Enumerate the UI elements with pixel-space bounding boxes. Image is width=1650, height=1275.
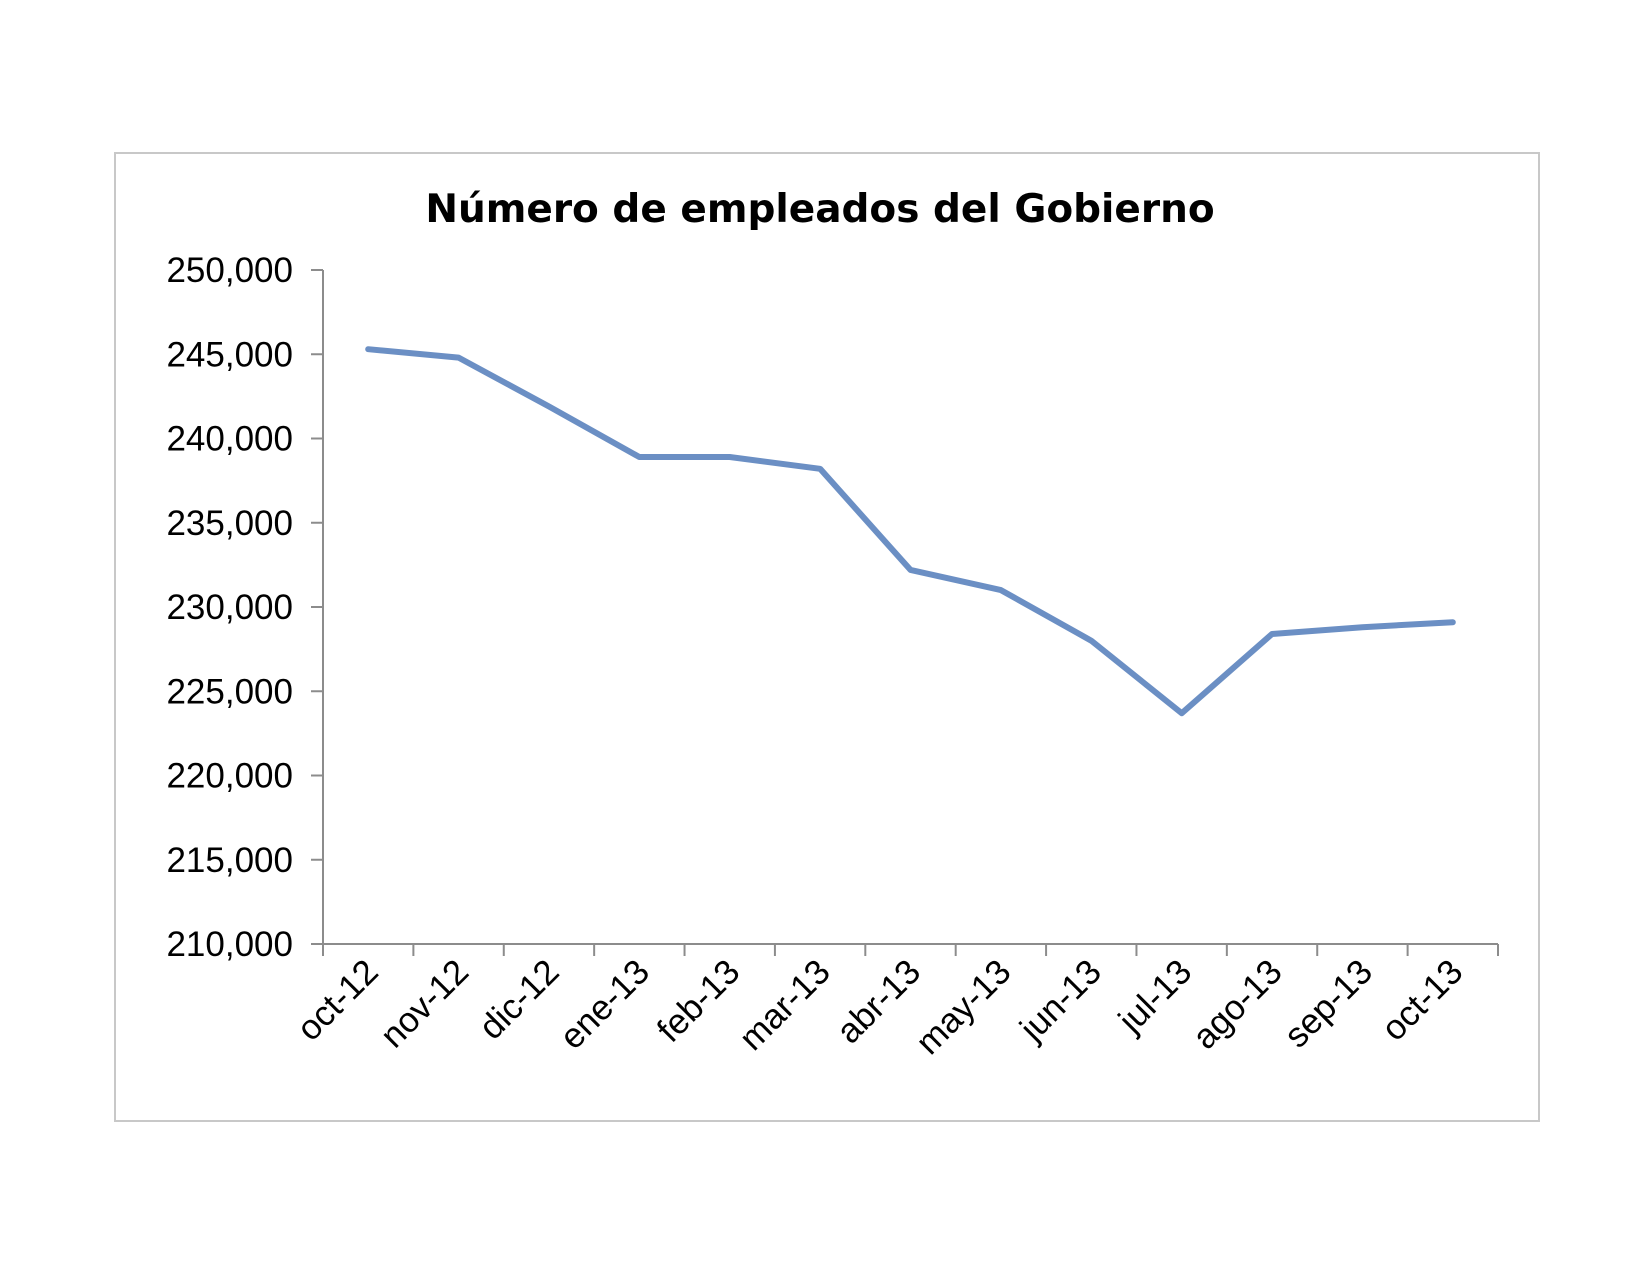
series-line: [365, 346, 1456, 717]
x-tick-label: ago-13: [1185, 952, 1290, 1057]
y-tick-label: 215,000: [166, 841, 293, 880]
x-tick-label: nov-12: [373, 952, 476, 1055]
x-tick-label: dic-12: [472, 952, 567, 1047]
y-tick-label: 230,000: [166, 588, 293, 627]
x-tick-label: feb-13: [650, 952, 748, 1050]
x-tick-label: oct-12: [289, 952, 385, 1048]
x-axis-ticks: oct-12nov-12dic-12ene-13feb-13mar-13abr-…: [289, 944, 1499, 1062]
y-tick-label: 220,000: [166, 757, 293, 796]
y-axis-ticks: 210,000 215,000 220,000 225,000 230,000 235,0…: [166, 251, 323, 964]
axes: [322, 270, 1498, 945]
y-tick-label: 245,000: [166, 335, 293, 374]
y-tick-label: 240,000: [166, 420, 293, 459]
y-tick-label: 210,000: [166, 925, 293, 964]
x-tick-label: jun-13: [1012, 952, 1109, 1049]
y-tick-label: 250,000: [166, 251, 293, 290]
y-tick-label: 235,000: [166, 504, 293, 543]
x-tick-label: oct-13: [1374, 952, 1470, 1048]
x-tick-label: mar-13: [732, 952, 838, 1058]
x-tick-label: may-13: [908, 952, 1018, 1062]
chart-title: Número de empleados del Gobierno: [425, 187, 1214, 232]
x-tick-label: sep-13: [1277, 952, 1380, 1055]
series-group: [365, 346, 1456, 717]
chart-frame: [114, 152, 1540, 1122]
x-tick-label: ene-13: [552, 952, 657, 1057]
y-tick-label: 225,000: [166, 672, 293, 711]
